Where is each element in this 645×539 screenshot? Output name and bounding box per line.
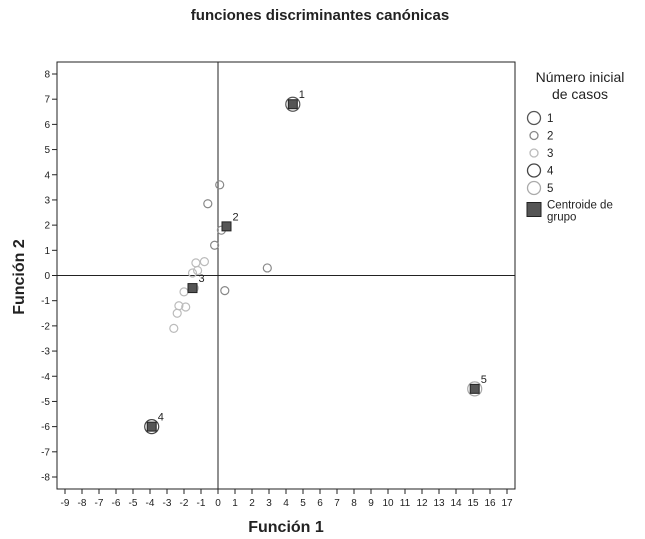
point-group-2 xyxy=(203,199,213,209)
y-tick-label: 8 xyxy=(44,70,50,81)
legend-marker-4 xyxy=(526,163,542,178)
y-tick-label: -4 xyxy=(41,372,50,383)
centroid-label-3: 3 xyxy=(199,273,205,285)
point-group-2 xyxy=(215,180,225,190)
group-centroids: 1 2 3 4 5 xyxy=(146,89,487,432)
reference-lines xyxy=(57,62,515,489)
y-tick-label: 1 xyxy=(44,246,50,257)
x-axis: -9 -8 -7 -6 -5 -4 -3 -2 -1 0 1 2 3 4 5 6 7 8 9 10 11 12 13 14 15… xyxy=(61,489,513,509)
y-tick-label: -3 xyxy=(41,347,50,358)
x-tick-label: -1 xyxy=(197,498,206,509)
x-tick-label: 2 xyxy=(249,498,255,509)
y-tick-label: 0 xyxy=(44,271,50,282)
y-tick-label: -8 xyxy=(41,473,50,484)
legend: Número inicial de casos 1 2 3 4 5 Centroide d… xyxy=(526,69,625,224)
x-tick-label: -7 xyxy=(95,498,104,509)
point-group-2 xyxy=(220,286,230,296)
x-tick-label: 10 xyxy=(382,498,394,509)
x-axis-title: Función 1 xyxy=(248,519,324,536)
point-group-3 xyxy=(187,268,198,278)
legend-marker-3 xyxy=(529,148,539,158)
x-tick-label: 3 xyxy=(266,498,272,509)
y-tick-label: 2 xyxy=(44,221,50,232)
x-tick-label: 14 xyxy=(450,498,462,509)
centroid-label-1: 1 xyxy=(299,89,305,101)
y-tick-label: -1 xyxy=(41,296,50,307)
x-tick-label: 16 xyxy=(484,498,496,509)
x-tick-label: -9 xyxy=(61,498,70,509)
legend-marker-2 xyxy=(529,130,539,141)
x-tick-label: 13 xyxy=(433,498,445,509)
centroid-label-2: 2 xyxy=(233,211,239,223)
legend-label-5: 5 xyxy=(547,183,553,195)
legend-marker-1 xyxy=(526,110,542,126)
point-group-3 xyxy=(172,308,182,318)
point-group-3 xyxy=(169,323,179,333)
legend-title-line-2: de casos xyxy=(552,86,608,102)
point-group-3 xyxy=(193,265,203,276)
y-tick-label: -6 xyxy=(41,422,50,433)
point-group-3 xyxy=(199,257,209,267)
point-group-3 xyxy=(181,302,191,312)
legend-label-4: 4 xyxy=(547,166,554,178)
x-tick-label: 11 xyxy=(400,498,411,509)
x-tick-label: 17 xyxy=(501,498,513,509)
y-tick-label: -7 xyxy=(41,447,50,458)
x-tick-label: 4 xyxy=(283,498,289,509)
centroid-label-5: 5 xyxy=(481,374,487,386)
y-tick-label: -5 xyxy=(41,397,50,408)
x-tick-label: -6 xyxy=(112,498,121,509)
legend-marker-centroid xyxy=(526,202,542,217)
centroid-marker-2 xyxy=(221,221,232,232)
x-tick-label: 9 xyxy=(368,498,374,509)
x-tick-label: 12 xyxy=(416,498,428,509)
x-tick-label: -3 xyxy=(163,498,172,509)
x-tick-label: -5 xyxy=(129,498,138,509)
point-group-2 xyxy=(210,240,220,250)
x-tick-label: 8 xyxy=(351,498,357,509)
x-tick-label: 15 xyxy=(467,498,479,509)
x-tick-label: 5 xyxy=(300,498,306,509)
legend-marker-5 xyxy=(526,180,542,196)
point-group-2 xyxy=(262,263,272,273)
x-tick-label: 1 xyxy=(232,498,238,509)
x-tick-label: -8 xyxy=(78,498,87,509)
point-group-5 xyxy=(467,381,483,397)
y-tick-label: 5 xyxy=(44,145,50,156)
legend-label-centroid-line-1: Centroide de xyxy=(547,200,613,212)
point-group-4 xyxy=(144,419,160,435)
legend-label-2: 2 xyxy=(547,131,553,143)
legend-title-line-1: Número inicial xyxy=(536,69,625,85)
chart-title: funciones discriminantes canónicas xyxy=(191,7,449,24)
y-axis: -8 -7 -6 -5 -4 -3 -2 -1 0 1 2 3 4 5 6 7 8 xyxy=(41,70,57,484)
x-tick-label: -2 xyxy=(180,498,189,509)
x-tick-label: 7 xyxy=(334,498,340,509)
centroid-label-4: 4 xyxy=(158,412,164,424)
point-group-1 xyxy=(285,96,301,112)
x-tick-label: 0 xyxy=(215,498,221,509)
y-tick-label: 4 xyxy=(44,170,50,181)
legend-label-1: 1 xyxy=(547,113,553,125)
legend-label-centroid-line-2: grupo xyxy=(547,212,576,224)
legend-label-3: 3 xyxy=(547,148,553,160)
centroid-marker-5 xyxy=(469,383,480,394)
y-tick-label: 3 xyxy=(44,195,50,206)
centroid-marker-3 xyxy=(187,283,198,294)
centroid-marker-1 xyxy=(287,99,298,110)
y-tick-label: 7 xyxy=(44,95,50,106)
x-tick-label: 6 xyxy=(317,498,323,509)
y-axis-title: Función 2 xyxy=(11,239,28,315)
y-tick-label: -2 xyxy=(41,321,50,332)
x-tick-label: -4 xyxy=(146,498,155,509)
centroid-marker-4 xyxy=(146,421,157,432)
y-tick-label: 6 xyxy=(44,120,50,131)
